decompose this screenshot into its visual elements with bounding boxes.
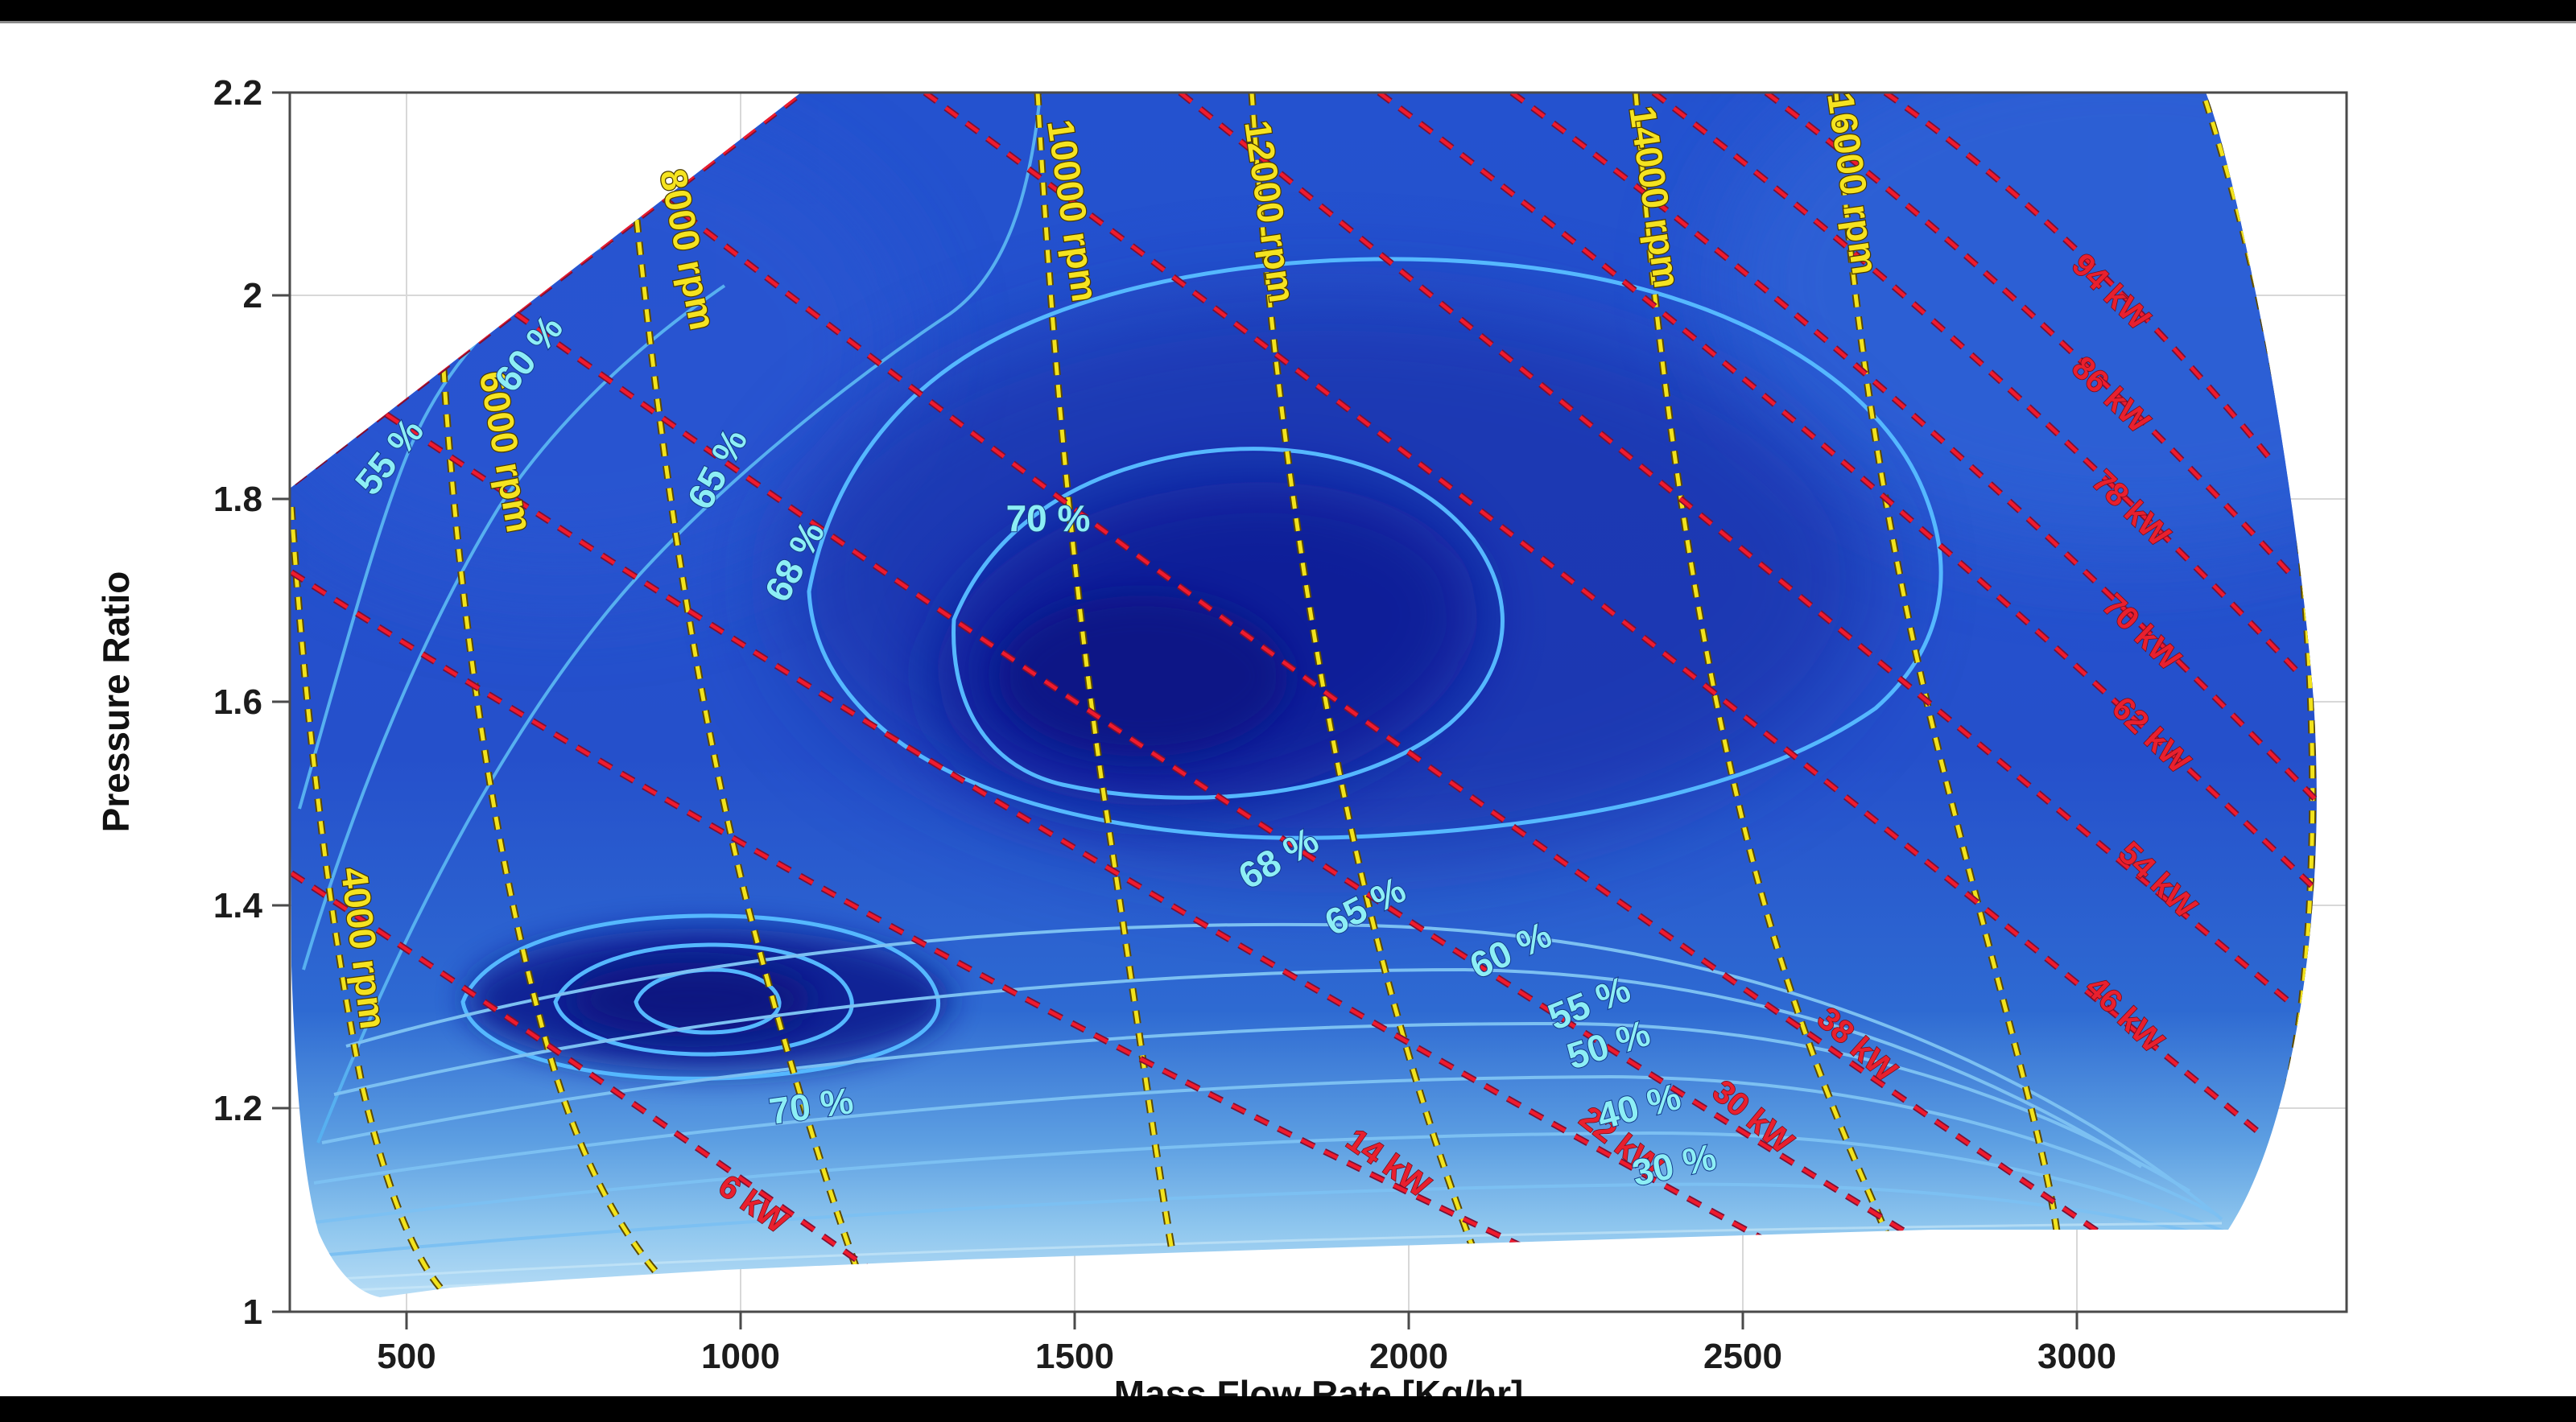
x-tick-2500: 2500	[1703, 1337, 1782, 1376]
y-tick-1: 1	[243, 1292, 262, 1332]
eff-label-70-upper: 70 %	[1006, 497, 1091, 539]
y-tick-2: 2	[243, 276, 262, 315]
top-bar-divider	[0, 21, 2576, 23]
x-tick-1500: 1500	[1035, 1337, 1114, 1376]
x-tick-2000: 2000	[1369, 1337, 1448, 1376]
x-tick-1000: 1000	[701, 1337, 780, 1376]
x-tick-3000: 3000	[2037, 1337, 2116, 1376]
x-axis-tick-labels: 500 1000 1500 2000 2500 3000	[377, 1337, 2116, 1376]
plot-frame	[272, 91, 2348, 1329]
compressor-map-region	[290, 93, 2317, 1297]
x-tick-500: 500	[377, 1337, 436, 1376]
y-tick-2-2: 2.2	[213, 73, 262, 113]
y-axis-title: Pressure Ratio	[95, 571, 137, 833]
top-letterbox-bar	[0, 0, 2576, 21]
y-tick-1-6: 1.6	[213, 682, 262, 722]
y-tick-1-2: 1.2	[213, 1089, 262, 1128]
y-axis-tick-labels: 2.2 2 1.8 1.6 1.4 1.2 1	[213, 73, 263, 1332]
y-tick-1-4: 1.4	[213, 886, 263, 925]
bottom-letterbox-bar	[0, 1396, 2576, 1422]
eff-label-40-lower: 40 %	[1592, 1075, 1685, 1137]
y-tick-1-8: 1.8	[213, 480, 262, 519]
